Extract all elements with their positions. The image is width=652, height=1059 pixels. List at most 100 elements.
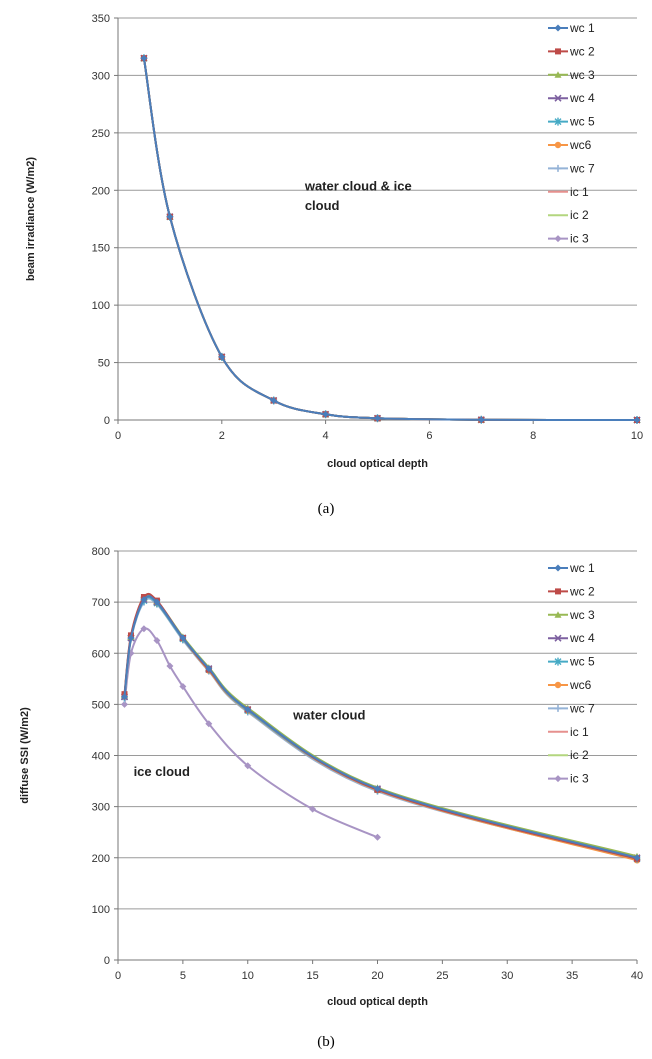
legend-entry: wc 4 (548, 91, 595, 105)
legend-entry: ic 3 (548, 232, 589, 246)
data-point (477, 416, 485, 424)
annotation: cloud (305, 198, 340, 213)
y-tick-label: 300 (92, 70, 110, 82)
data-point (153, 636, 161, 644)
y-tick-label: 300 (92, 802, 110, 814)
legend-label: wc 4 (569, 91, 595, 105)
legend-marker (554, 611, 562, 618)
figure-caption: (b) (317, 1034, 335, 1050)
x-tick-label: 20 (371, 970, 383, 982)
legend-entry: ic 2 (548, 208, 589, 222)
x-tick-label: 5 (180, 970, 186, 982)
legend-label: wc 3 (569, 608, 595, 622)
data-point (374, 833, 381, 841)
legend-marker (554, 235, 562, 243)
data-point (205, 665, 213, 673)
x-tick-label: 4 (323, 430, 329, 442)
legend-entry: ic 3 (548, 772, 589, 786)
data-point (120, 700, 128, 708)
data-point (166, 662, 174, 670)
x-axis-label: cloud optical depth (327, 458, 428, 470)
data-point (179, 682, 187, 690)
y-tick-label: 200 (92, 853, 110, 865)
legend-entry: wc 3 (548, 68, 595, 82)
x-tick-label: 40 (631, 970, 643, 982)
y-tick-label: 500 (92, 699, 110, 711)
legend-label: wc 5 (569, 655, 595, 669)
legend-marker (554, 704, 562, 712)
data-point (179, 634, 187, 642)
data-point (322, 410, 330, 418)
legend-label: wc 1 (569, 21, 595, 35)
data-point (218, 353, 226, 361)
series-wc6 (121, 595, 641, 864)
data-point (633, 854, 641, 862)
y-tick-label: 800 (92, 546, 110, 558)
x-axis-label: cloud optical depth (327, 996, 428, 1008)
legend-label: wc 7 (569, 701, 595, 715)
y-axis-label: beam irradiance (W/m2) (25, 157, 37, 281)
data-point (309, 805, 317, 813)
legend-entry: wc 1 (548, 21, 595, 35)
y-tick-label: 700 (92, 597, 110, 609)
legend-marker (554, 71, 562, 78)
x-tick-label: 30 (501, 970, 513, 982)
legend-entry: ic 1 (548, 185, 589, 199)
legend-label: wc 1 (569, 561, 595, 575)
data-point (166, 213, 174, 221)
series-wc-2 (121, 592, 640, 862)
y-tick-label: 200 (92, 185, 110, 197)
y-tick-label: 50 (98, 358, 110, 370)
legend-marker (554, 657, 562, 666)
y-tick-label: 100 (92, 904, 110, 916)
legend-entry: wc6 (548, 138, 592, 152)
series-line (123, 595, 638, 859)
legend-label: ic 2 (570, 208, 589, 222)
legend-label: ic 1 (570, 725, 589, 739)
series-ic-3 (120, 625, 381, 841)
series-wc-1 (120, 595, 641, 862)
x-tick-label: 25 (436, 970, 448, 982)
x-tick-label: 10 (631, 430, 643, 442)
legend-marker (554, 681, 562, 689)
legend-entry: wc 2 (548, 44, 595, 58)
legend-marker (554, 564, 562, 572)
legend-entry: ic 2 (548, 748, 589, 762)
x-tick-label: 15 (307, 970, 319, 982)
legend-marker (555, 588, 561, 595)
series-line (123, 627, 378, 839)
x-tick-label: 0 (115, 970, 121, 982)
y-tick-label: 100 (92, 300, 110, 312)
y-tick-label: 0 (104, 415, 110, 427)
data-point (633, 416, 641, 424)
y-axis-label: diffuse SSI (W/m2) (19, 707, 31, 804)
legend-label: ic 3 (570, 772, 589, 786)
legend-entry: wc 1 (548, 561, 595, 575)
data-point (127, 634, 135, 642)
data-point (270, 396, 278, 404)
legend-label: ic 1 (570, 185, 589, 199)
legend-entry: wc 2 (548, 584, 595, 598)
legend-label: ic 2 (570, 748, 589, 762)
legend-label: wc6 (569, 678, 592, 692)
legend-label: wc 3 (569, 68, 595, 82)
figure-caption: (a) (318, 501, 335, 517)
legend-label: wc 5 (569, 115, 595, 129)
legend-entry: wc6 (548, 678, 592, 692)
annotation: ice cloud (134, 764, 190, 779)
data-point (244, 762, 252, 770)
y-tick-label: 150 (92, 243, 110, 255)
x-tick-label: 8 (530, 430, 536, 442)
legend-label: wc 2 (569, 584, 595, 598)
y-tick-label: 350 (92, 13, 110, 25)
data-point (205, 720, 213, 728)
legend-label: ic 3 (570, 232, 589, 246)
x-tick-label: 2 (219, 430, 225, 442)
data-point (153, 598, 161, 606)
legend-marker (555, 48, 561, 55)
legend-marker (554, 24, 562, 32)
data-point (244, 705, 252, 713)
legend-label: wc 7 (569, 161, 595, 175)
x-tick-label: 35 (566, 970, 578, 982)
